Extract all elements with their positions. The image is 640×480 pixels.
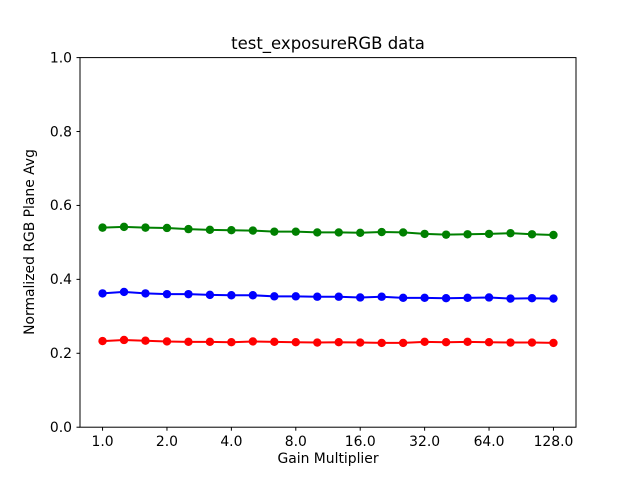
data-point-green-plane — [441, 230, 451, 239]
y-tick-label: 0.0 — [50, 420, 72, 436]
data-point-blue-plane — [205, 290, 215, 300]
data-point-green-plane — [291, 227, 300, 236]
x-tick-label: 128.0 — [534, 434, 574, 450]
data-point-green-plane — [248, 226, 258, 235]
data-point-blue-plane — [334, 292, 343, 301]
series-line-blue-plane — [101, 290, 555, 300]
data-point-green-plane — [205, 225, 215, 235]
x-tick-label: 4.0 — [220, 434, 242, 450]
data-point-green-plane — [549, 230, 558, 240]
y-tick-label: 0.6 — [50, 198, 72, 214]
data-point-blue-plane — [527, 294, 537, 303]
data-point-green-plane — [119, 222, 129, 232]
data-point-red-plane — [527, 338, 537, 347]
data-point-blue-plane — [291, 292, 300, 301]
data-point-red-plane — [291, 337, 300, 347]
data-point-green-plane — [141, 223, 150, 232]
data-point-red-plane — [313, 338, 322, 347]
data-point-blue-plane — [248, 291, 258, 300]
data-point-red-plane — [356, 338, 365, 347]
x-tick-label: 16.0 — [345, 434, 376, 450]
data-point-green-plane — [527, 230, 537, 239]
data-point-red-plane — [227, 337, 236, 347]
data-point-blue-plane — [549, 294, 558, 303]
plot-layer: 1.0 2.0 4.0 8.0 16.0 32.0 64.0 128.0 0.0 0.2 0.4 0.… — [50, 50, 577, 450]
x-tick-label: 64.0 — [474, 434, 505, 450]
data-point-blue-plane — [227, 291, 236, 300]
data-point-red-plane — [270, 337, 279, 347]
x-tick-label: 1.0 — [91, 434, 113, 450]
data-point-green-plane — [313, 228, 322, 237]
y-tick-label: 0.4 — [50, 272, 72, 288]
data-point-blue-plane — [313, 292, 322, 301]
chart-title: test_exposureRGB data — [231, 34, 425, 54]
data-point-green-plane — [377, 227, 386, 237]
data-point-blue-plane — [441, 294, 451, 303]
series-line-red-plane — [101, 338, 555, 344]
data-point-red-plane — [441, 337, 451, 347]
data-point-green-plane — [356, 228, 365, 237]
data-point-blue-plane — [377, 292, 386, 301]
x-tick-label: 8.0 — [285, 434, 307, 450]
x-axis-label: Gain Multiplier — [277, 451, 378, 467]
data-point-blue-plane — [98, 289, 107, 298]
data-point-red-plane — [119, 335, 129, 345]
data-point-red-plane — [398, 338, 408, 348]
data-point-blue-plane — [506, 294, 515, 303]
data-point-red-plane — [248, 337, 258, 346]
data-point-red-plane — [377, 338, 386, 348]
data-point-blue-plane — [463, 293, 472, 303]
data-point-red-plane — [334, 337, 343, 347]
data-point-red-plane — [549, 338, 558, 348]
data-point-red-plane — [506, 338, 515, 347]
y-tick-label: 1.0 — [50, 50, 72, 66]
data-point-green-plane — [270, 227, 279, 236]
data-point-green-plane — [184, 224, 193, 234]
data-point-green-plane — [398, 228, 408, 237]
data-point-green-plane — [98, 223, 107, 232]
data-point-green-plane — [162, 223, 172, 233]
data-point-blue-plane — [398, 293, 408, 303]
y-tick-label: 0.8 — [50, 124, 72, 140]
axes-spines — [79, 57, 577, 428]
data-point-blue-plane — [184, 289, 193, 299]
data-point-red-plane — [98, 336, 107, 346]
data-point-green-plane — [420, 229, 429, 239]
data-point-red-plane — [141, 336, 150, 345]
data-point-green-plane — [227, 226, 236, 235]
data-point-green-plane — [506, 228, 515, 238]
data-point-blue-plane — [119, 287, 129, 297]
data-point-blue-plane — [162, 289, 172, 299]
data-point-blue-plane — [270, 292, 279, 301]
data-point-red-plane — [205, 337, 215, 347]
data-point-red-plane — [184, 337, 193, 347]
data-point-blue-plane — [484, 293, 494, 302]
data-point-red-plane — [484, 337, 494, 347]
data-point-red-plane — [463, 337, 472, 347]
data-point-red-plane — [162, 337, 172, 346]
x-tick-label: 32.0 — [409, 434, 440, 450]
data-point-green-plane — [463, 230, 472, 239]
x-tick-label: 2.0 — [156, 434, 178, 450]
y-tick-label: 0.2 — [50, 346, 72, 362]
y-axis-label: Normalized RGB Plane Avg — [22, 149, 38, 335]
data-point-blue-plane — [356, 293, 365, 302]
data-point-green-plane — [484, 229, 494, 239]
data-point-blue-plane — [141, 289, 150, 298]
data-point-red-plane — [420, 337, 429, 347]
series-line-green-plane — [101, 225, 555, 237]
data-point-blue-plane — [420, 293, 429, 303]
data-point-green-plane — [334, 228, 343, 237]
